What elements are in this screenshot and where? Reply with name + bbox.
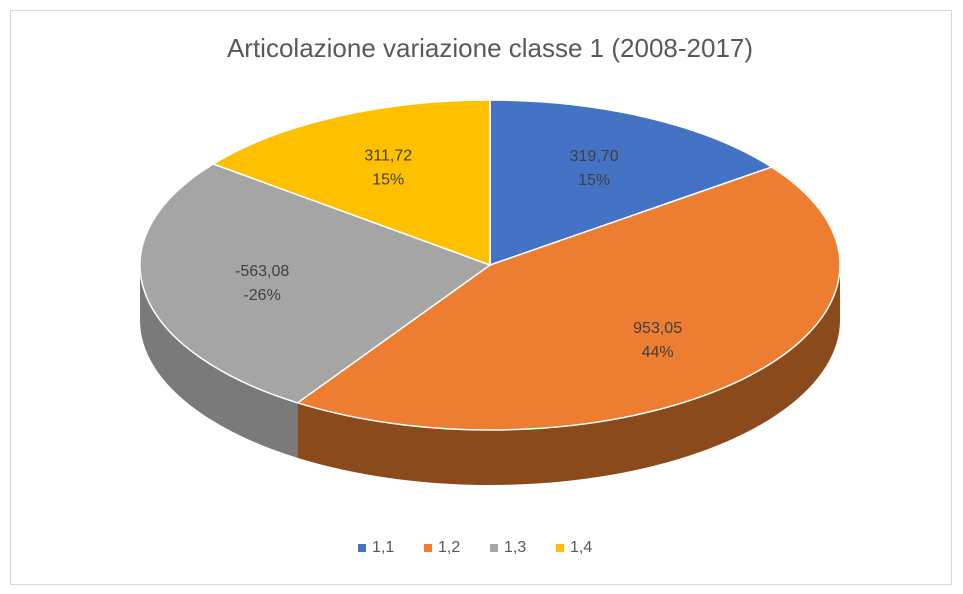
- chart-title: Articolazione variazione classe 1 (2008-…: [227, 33, 753, 63]
- legend-label: 1,4: [570, 539, 592, 556]
- legend-swatch: [358, 544, 366, 552]
- data-label: 311,72: [364, 147, 412, 164]
- data-label: 953,05: [633, 320, 682, 337]
- slice: [211, 99, 491, 267]
- percent-label: 15%: [578, 172, 610, 189]
- percent-label: -26%: [243, 287, 280, 304]
- slice: [295, 166, 841, 431]
- slice-side: [140, 265, 298, 458]
- legend-swatch: [490, 544, 498, 552]
- legend-label: 1,3: [504, 539, 526, 556]
- data-label: 319,70: [570, 148, 619, 165]
- slice: [489, 99, 774, 267]
- percent-label: 44%: [642, 344, 674, 361]
- data-label: -563,08: [235, 263, 289, 280]
- percent-label: 15%: [372, 171, 404, 188]
- slice-side: [297, 265, 840, 485]
- legend-label: 1,1: [372, 539, 394, 556]
- slice: [139, 163, 492, 404]
- legend-swatch: [424, 544, 432, 552]
- legend-label: 1,2: [438, 539, 460, 556]
- legend-swatch: [556, 544, 564, 552]
